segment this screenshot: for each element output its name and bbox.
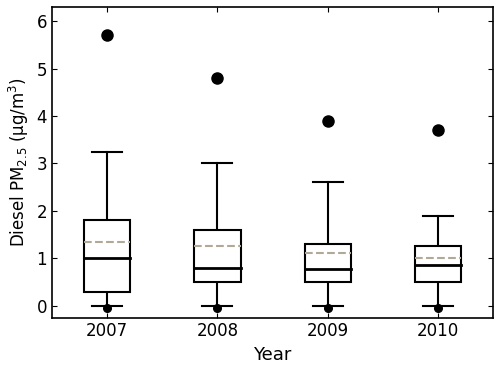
Y-axis label: Diesel PM$_{2.5}$ (μg/m$^3$): Diesel PM$_{2.5}$ (μg/m$^3$) bbox=[7, 78, 31, 247]
Bar bbox=[304, 244, 351, 282]
Bar bbox=[84, 220, 130, 292]
X-axis label: Year: Year bbox=[254, 346, 292, 364]
Bar bbox=[194, 230, 240, 282]
Bar bbox=[415, 246, 461, 282]
